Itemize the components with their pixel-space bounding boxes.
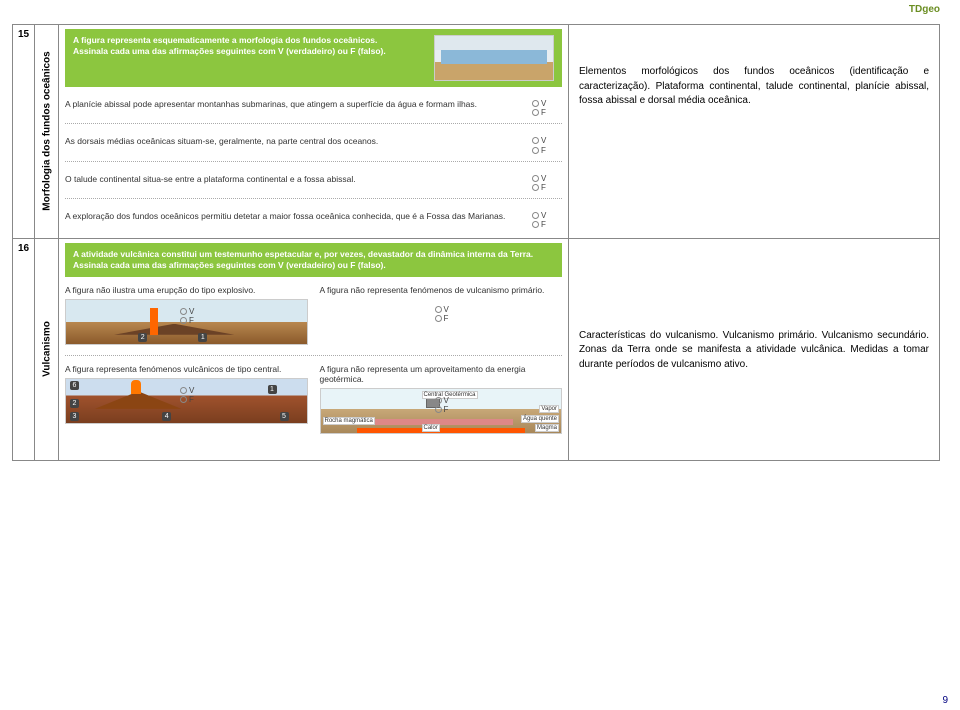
side-label-vulcanismo: Vulcanismo [41, 322, 52, 378]
vf-options[interactable]: V F [180, 307, 210, 325]
pair-2: A figura representa fenómenos vulcânicos… [65, 356, 562, 454]
ocean-diagram [434, 35, 554, 81]
description-cell: Elementos morfológicos dos fundos oceâni… [569, 25, 940, 239]
brand-label: TDgeo [909, 4, 940, 15]
vf-options[interactable]: V F [532, 99, 562, 117]
content-cell-16: A atividade vulcânica constitui um teste… [59, 238, 569, 461]
sub-statement: A figura não representa fenómenos de vul… [320, 285, 563, 295]
sub-statement: A figura representa fenómenos vulcânicos… [65, 364, 308, 374]
pair-1: A figura não ilustra uma erupção do tipo… [65, 277, 562, 365]
vf-options[interactable]: V F [532, 211, 562, 229]
side-label-cell: Morfologia dos fundos oceânicos [35, 25, 59, 239]
page-number: 9 [942, 695, 948, 706]
banner-text: A figura representa esquematicamente a m… [73, 35, 426, 81]
sub-statement: A figura não representa um aproveitament… [320, 364, 563, 384]
statement: O talude continental situa-se entre a pl… [65, 174, 562, 192]
row-number: 16 [13, 238, 35, 461]
description-cell: Características do vulcanismo. Vulcanism… [569, 238, 940, 461]
sub-statement: A figura não ilustra uma erupção do tipo… [65, 285, 308, 295]
vf-options[interactable]: V F [180, 386, 210, 404]
banner-text: A atividade vulcânica constitui um teste… [73, 249, 554, 271]
banner-15: A figura representa esquematicamente a m… [65, 29, 562, 87]
content-cell-15: A figura representa esquematicamente a m… [59, 25, 569, 239]
vf-options[interactable]: V F [532, 136, 562, 154]
side-label-ocean: Morfologia dos fundos oceânicos [41, 52, 52, 211]
side-label-cell: Vulcanismo [35, 238, 59, 461]
row-number: 15 [13, 25, 35, 239]
divider [65, 123, 562, 124]
statement: As dorsais médias oceânicas situam-se, g… [65, 136, 562, 154]
vf-options[interactable]: V F [435, 305, 465, 323]
vf-options[interactable]: V F [435, 396, 465, 414]
divider [65, 161, 562, 162]
divider [65, 198, 562, 199]
vf-options[interactable]: V F [532, 174, 562, 192]
main-table: 15 Morfologia dos fundos oceânicos A fig… [12, 24, 940, 461]
statement: A exploração dos fundos oceânicos permit… [65, 211, 562, 229]
banner-16: A atividade vulcânica constitui um teste… [65, 243, 562, 277]
statement: A planície abissal pode apresentar monta… [65, 99, 562, 117]
